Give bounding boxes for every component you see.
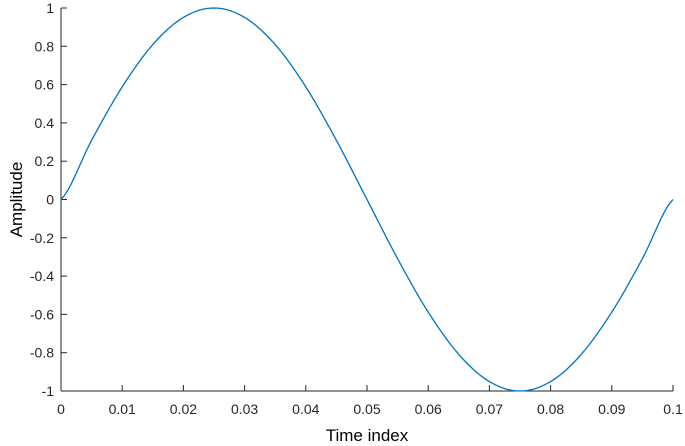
y-tick-label: -0.6 [30,306,54,322]
y-tick-label: -1 [42,383,55,399]
y-tick-label: 0.4 [35,115,55,131]
x-tick-label: 0.01 [109,401,136,417]
x-tick-label: 0.02 [170,401,197,417]
x-tick-label: 0.09 [598,401,625,417]
series-line [60,7,674,392]
y-tick-label: 1 [46,0,54,16]
x-tick-label: 0.07 [476,401,503,417]
y-tick-label: 0 [46,192,54,208]
y-tick-label: -0.4 [30,268,54,284]
y-tick-label: -0.2 [30,230,54,246]
x-tick-label: 0.03 [231,401,258,417]
y-tick-label: 0.8 [35,38,55,54]
x-tick-label: 0.08 [537,401,564,417]
y-tick-label: -0.8 [30,345,54,361]
y-tick-label: 0.2 [35,153,55,169]
y-axis-label: Amplitude [7,162,26,238]
x-tick-label: 0.06 [415,401,442,417]
y-tick-label: 0.6 [35,77,55,93]
axes: 0 0.01 0.02 0.03 0.04 0.05 0.06 0.07 0.08 0.09 0.1… [30,0,683,417]
x-tick-label: 0.1 [663,401,683,417]
x-tick-label: 0.04 [292,401,319,417]
x-tick-label: 0.05 [353,401,380,417]
x-tick-label: 0 [57,401,65,417]
x-axis-label: Time index [326,426,409,445]
plot-area [60,7,674,392]
